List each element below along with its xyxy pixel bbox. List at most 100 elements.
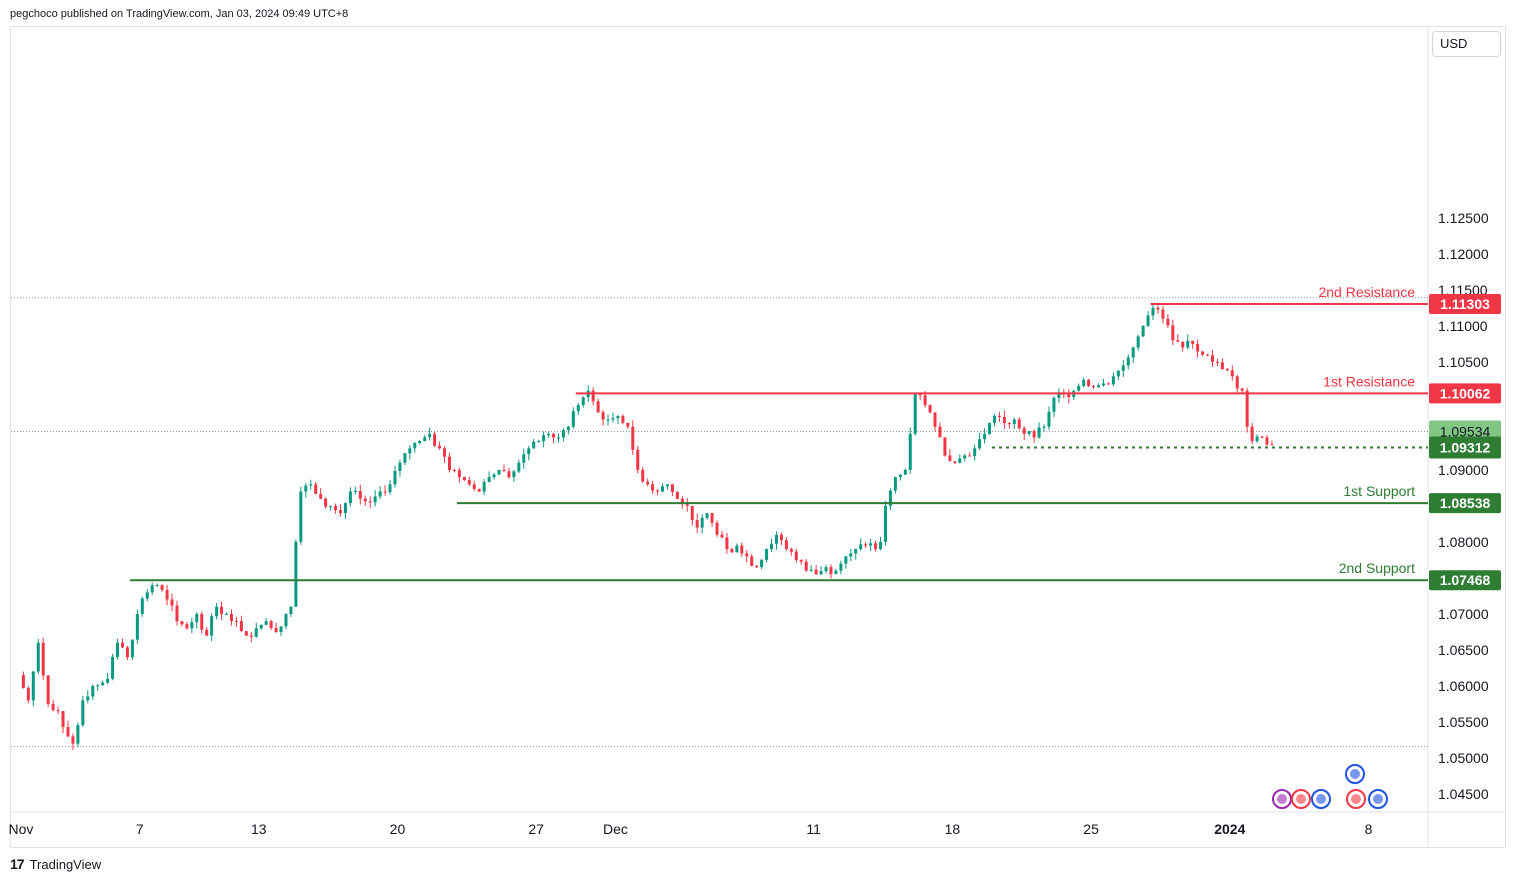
candle-body xyxy=(403,453,407,463)
candle-body xyxy=(477,488,481,492)
candle-body xyxy=(234,621,238,623)
candle-body xyxy=(740,545,744,554)
candle-body xyxy=(31,671,35,701)
candle-body xyxy=(992,415,996,423)
candle-body xyxy=(383,491,387,493)
candle-body xyxy=(958,458,962,463)
candle-body xyxy=(561,430,565,438)
candle-body xyxy=(596,401,600,413)
candle-body xyxy=(56,710,60,712)
candle-body xyxy=(1250,426,1254,442)
level-price-tag xyxy=(1429,570,1501,591)
candle-body xyxy=(680,498,684,505)
candle-body xyxy=(294,541,298,607)
candle-body xyxy=(413,443,417,449)
candle-body xyxy=(779,534,783,541)
candle-body xyxy=(750,556,754,566)
price-tick-label: 1.05500 xyxy=(1438,714,1489,730)
usd-event-icon xyxy=(1351,794,1361,804)
candle-body xyxy=(1206,354,1210,356)
candle-body xyxy=(26,687,30,701)
candle-body xyxy=(363,498,367,502)
candle-body xyxy=(1255,436,1259,442)
currency-selector[interactable]: USD xyxy=(1432,31,1501,57)
candle-body xyxy=(616,415,620,419)
candle-body xyxy=(1166,318,1170,326)
candle-body xyxy=(968,455,972,457)
time-tick-label: 7 xyxy=(136,821,144,837)
candle-body xyxy=(537,441,541,443)
candle-body xyxy=(120,642,124,648)
candle-body xyxy=(824,567,828,572)
candle-body xyxy=(844,556,848,564)
candle-body xyxy=(720,534,724,538)
candle-body xyxy=(41,642,45,676)
candle-body xyxy=(547,433,551,436)
candle-body xyxy=(923,395,927,406)
candle-body xyxy=(606,419,610,421)
candle-body xyxy=(393,470,397,485)
candle-body xyxy=(670,484,674,492)
candle-body xyxy=(1201,351,1205,355)
candle-body xyxy=(849,553,853,557)
candle-body xyxy=(140,598,144,614)
candle-body xyxy=(1092,386,1096,388)
eur-event-icon xyxy=(1316,794,1326,804)
time-tick-label: Dec xyxy=(603,821,628,837)
candle-body xyxy=(1002,416,1006,424)
candle-body xyxy=(700,517,704,528)
level-label: 1st Resistance xyxy=(1323,373,1415,389)
candle-body xyxy=(963,455,967,459)
usd-event-icon xyxy=(1296,794,1306,804)
candle-body xyxy=(492,474,496,478)
candle-body xyxy=(1215,361,1219,363)
candle-body xyxy=(799,559,803,562)
candle-body xyxy=(215,606,219,617)
candle-body xyxy=(566,426,570,431)
candle-body xyxy=(378,491,382,497)
candle-body xyxy=(1191,340,1195,344)
candle-body xyxy=(804,561,808,571)
price-tick-label: 1.06000 xyxy=(1438,678,1489,694)
current-price-text: 1.09312 xyxy=(1440,439,1491,455)
candle-body xyxy=(96,685,100,687)
candle-body xyxy=(1126,357,1130,366)
candle-body xyxy=(675,491,679,499)
candle-body xyxy=(1047,411,1051,427)
candle-body xyxy=(1265,437,1269,445)
candle-body xyxy=(695,520,699,528)
candle-body xyxy=(1116,370,1120,377)
candle-body xyxy=(309,484,313,486)
candle-body xyxy=(398,462,402,471)
candle-body xyxy=(299,491,303,542)
level-price-text: 1.10062 xyxy=(1440,385,1491,401)
candle-body xyxy=(1077,385,1081,391)
candle-body xyxy=(626,422,630,427)
candle-body xyxy=(571,411,575,427)
price-tick-label: 1.12000 xyxy=(1438,246,1489,262)
time-tick-label: 13 xyxy=(251,821,267,837)
candle-body xyxy=(165,589,169,600)
candle-body xyxy=(1245,390,1249,427)
level-price-text: 1.08538 xyxy=(1440,495,1491,511)
candle-body xyxy=(1220,362,1224,370)
candle-body xyxy=(770,543,774,550)
candle-body xyxy=(859,544,863,550)
candle-body xyxy=(784,540,788,550)
candle-body xyxy=(918,394,922,396)
candle-body xyxy=(438,445,442,449)
candle-body xyxy=(988,422,992,434)
candle-body xyxy=(1131,347,1135,358)
candle-body xyxy=(888,490,892,506)
candle-body xyxy=(373,496,377,503)
price-tick-label: 1.06500 xyxy=(1438,642,1489,658)
time-tick-label: 25 xyxy=(1083,821,1099,837)
candle-body xyxy=(542,435,546,442)
level-label: 2nd Resistance xyxy=(1318,284,1415,300)
candle-body xyxy=(472,484,476,489)
candle-body xyxy=(829,567,833,574)
candle-body xyxy=(91,685,95,697)
candle-body xyxy=(274,628,278,632)
candle-body xyxy=(284,613,288,627)
